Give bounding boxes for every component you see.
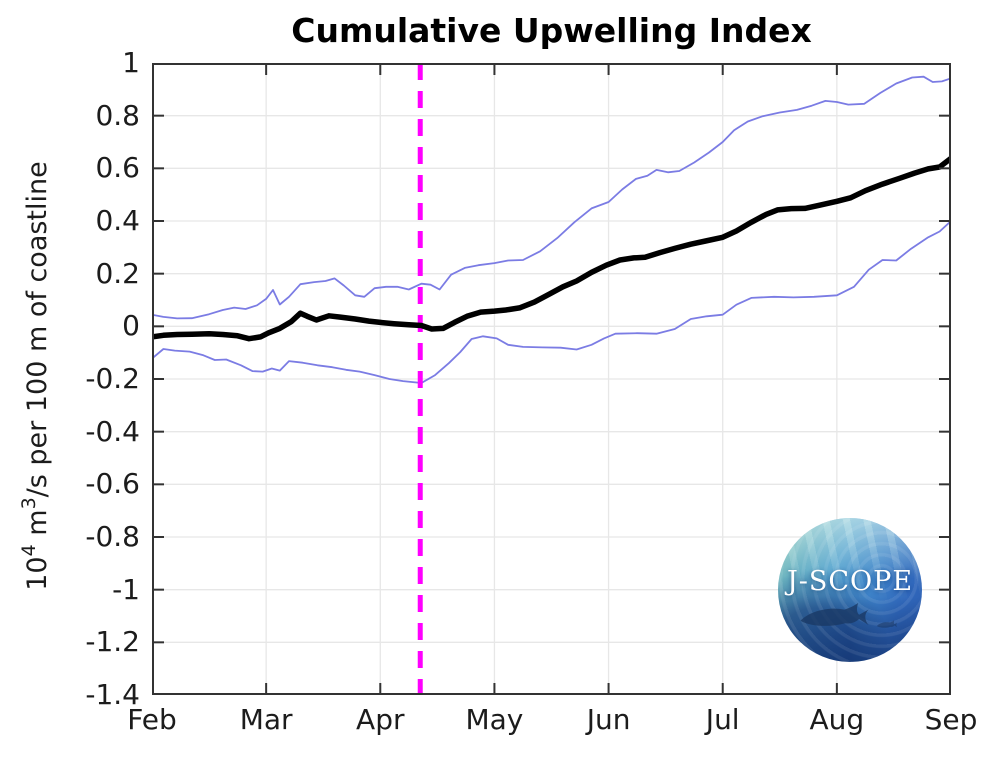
y-tick-label: -0.4: [85, 414, 140, 448]
y-tick-label: 0: [122, 309, 140, 343]
series-cumulative-upwelling-mean: [152, 155, 951, 342]
x-tick-label: Aug: [809, 703, 865, 736]
bubbles-decoration: [778, 518, 922, 662]
y-tick-label: -1: [112, 572, 140, 606]
x-tick-label: Sep: [924, 703, 978, 736]
x-tick-label: Jun: [586, 703, 631, 736]
fish-icon: [800, 602, 869, 626]
y-tick-label: 1: [122, 46, 140, 79]
y-tick-label: 0.8: [95, 98, 140, 132]
jscope-logo-text: J-SCOPE: [786, 566, 914, 597]
y-tick-label: -1.2: [85, 625, 140, 659]
y-tick-label: 0.4: [95, 204, 140, 237]
y-tick-label: -0.2: [85, 362, 140, 395]
x-tick-label: Mar: [239, 703, 293, 736]
y-tick-label: 0.6: [95, 151, 140, 185]
y-axis-label-superscript: 3: [18, 497, 40, 510]
x-tick-label: May: [465, 703, 524, 736]
chart-title: Cumulative Upwelling Index: [291, 11, 812, 50]
y-tick-label: -0.6: [85, 467, 140, 501]
series-upper-uncertainty-bound: [152, 75, 951, 320]
plot-border: [152, 63, 951, 695]
series-lower-uncertainty-bound: [152, 220, 951, 384]
y-tick-label: -0.8: [85, 520, 140, 553]
jscope-logo: J-SCOPE: [778, 518, 922, 662]
x-tick-label: Apr: [356, 703, 405, 736]
y-tick-label: 0.2: [95, 256, 140, 290]
x-tick-label: Feb: [127, 703, 177, 736]
small-fish-icon: [876, 620, 898, 628]
surface-glow-decoration: [778, 518, 922, 662]
y-tick-label: -1.4: [85, 678, 140, 711]
x-tick-label: Jul: [705, 703, 740, 736]
plot-area: [152, 63, 951, 695]
